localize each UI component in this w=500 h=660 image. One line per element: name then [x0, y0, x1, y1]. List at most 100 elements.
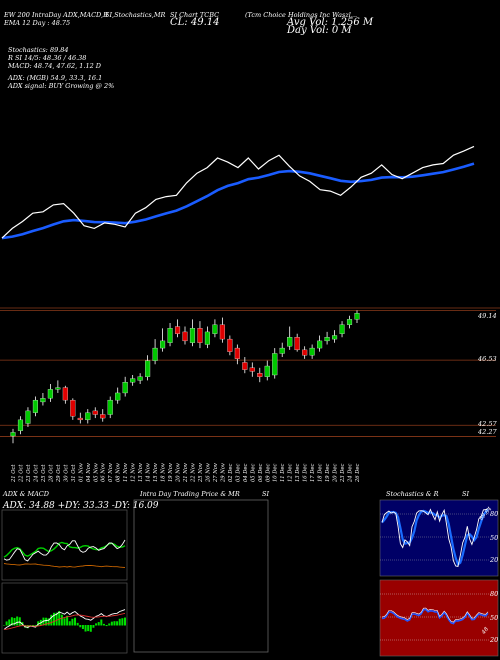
candle-body — [130, 378, 136, 383]
adx-line — [3, 539, 126, 562]
header-mid2-line1: SI Chart TCBC — [170, 11, 220, 19]
x-axis-label: 29 Oct — [56, 464, 62, 483]
macd-histogram-bar — [47, 618, 50, 626]
header-right: (Tcm Choice Holdings Inc Waszl... Avg Vo… — [245, 11, 374, 36]
stoch-k-line — [381, 508, 489, 568]
x-axis-label: 25 Nov — [198, 463, 204, 483]
header-close-price: CL: 49.14 — [170, 17, 220, 28]
rsi-line — [381, 607, 489, 623]
indicator-adx: ADX: (MGB) 54.9, 33.3, 16.1 — [8, 74, 103, 82]
x-axis-label: 31 Oct — [71, 464, 77, 482]
x-axis-label: 14 Nov — [146, 463, 152, 482]
x-axis-label: 20 Dec — [333, 464, 339, 483]
intraday-panel-title: Intra Day Trading Price & MR — [140, 490, 240, 498]
candle-body — [287, 337, 293, 347]
macd-histogram-bar — [10, 617, 13, 626]
candle-body — [346, 319, 353, 325]
ema-line — [1, 162, 475, 240]
x-axis-label: 12 Nov — [131, 463, 137, 482]
candle-body — [189, 328, 196, 343]
candle-body — [152, 347, 158, 361]
x-axis-label: 29 Nov — [220, 463, 226, 483]
intraday-panel-frame — [133, 499, 269, 653]
candle-body — [100, 414, 106, 419]
price-label-top: 49.14 — [478, 312, 497, 320]
macd-histogram-bar — [26, 625, 29, 629]
rsi-axis-20: 20 — [490, 636, 499, 644]
macd-histogram-bar — [8, 619, 11, 626]
candle-body — [309, 347, 315, 356]
macd-histogram-bar — [105, 625, 108, 627]
stoch-panel-title: Stochastics & R — [386, 490, 439, 498]
macd-histogram-bar — [76, 622, 79, 626]
macd-histogram-bar — [87, 625, 90, 632]
candle-body — [242, 362, 248, 370]
x-axis-label: 25 Oct — [41, 464, 47, 483]
candle-body — [174, 326, 181, 334]
candle-body — [197, 328, 203, 343]
rsi-smooth-line — [381, 608, 489, 625]
candle-body — [279, 347, 285, 354]
candle-body — [332, 335, 338, 340]
x-axis-label: 26 Nov — [205, 463, 211, 483]
candle-body — [212, 324, 218, 334]
ema-overlay — [1, 145, 475, 240]
macd-histogram-bar — [108, 623, 111, 626]
x-axis-label: 16 Dec — [303, 464, 309, 482]
candle-body — [354, 313, 360, 320]
sub-panels — [1, 499, 499, 657]
macd-histogram-bar — [100, 619, 103, 626]
candle-body — [167, 328, 173, 343]
candle-body — [47, 389, 53, 399]
macd-histogram-bar — [18, 617, 21, 626]
stoch-panel-frame — [379, 499, 499, 577]
macd-histogram-bar — [50, 614, 53, 626]
price-grid — [0, 307, 500, 437]
x-axis-label: 19 Nov — [168, 463, 174, 482]
x-axis-label: 23 Dec — [340, 464, 346, 483]
candle-body — [182, 331, 188, 342]
minus-di-line — [3, 563, 126, 568]
header-company: (Tcm Choice Holdings Inc Waszl... — [245, 11, 358, 19]
indicator-adx-signal: ADX signal: BUY Growing @ 2% — [8, 82, 115, 90]
x-axis-label: 05 Dec — [250, 464, 256, 482]
candle-body — [234, 347, 240, 359]
candle-body — [145, 360, 151, 377]
macd-histogram-bar — [37, 621, 40, 626]
candlestick-series — [10, 310, 360, 444]
plus-di-line — [3, 541, 126, 558]
candle-body — [294, 337, 300, 351]
x-axis-label: 08 Nov — [116, 463, 122, 482]
macd-histogram-bar — [68, 621, 71, 626]
x-axis-label: 06 Dec — [258, 464, 264, 482]
candle-body — [204, 331, 210, 345]
candle-body — [122, 382, 128, 394]
x-axis-label: 11 Dec — [280, 464, 286, 482]
header-avg-vol: Avg Vol: 1.256 M — [287, 17, 374, 28]
x-axis-label: 07 Nov — [108, 463, 114, 482]
macd-histogram-bar — [95, 623, 98, 626]
macd-histogram-bar — [31, 625, 34, 627]
close-line — [1, 145, 475, 239]
x-axis-label: 27 Nov — [213, 463, 219, 483]
x-axis-label: 18 Dec — [318, 464, 324, 482]
candle-body — [32, 399, 38, 413]
candle-body — [249, 367, 255, 372]
macd-histogram-bar — [102, 623, 105, 626]
macd-panel-frame — [1, 582, 128, 654]
x-axis-label: 12 Dec — [288, 464, 294, 482]
intraday-panel-title-right: SI — [262, 490, 270, 498]
x-axis-label: 22 Oct — [18, 464, 24, 483]
macd-histogram-bar — [121, 618, 124, 626]
indicator-rsi: R SI 14/5: 48.36 / 46.38 — [8, 54, 87, 62]
x-axis-label: 13 Nov — [138, 463, 144, 482]
macd-histogram-bar — [124, 617, 126, 626]
candle-body — [17, 419, 24, 431]
macd-histogram-bar — [116, 621, 119, 626]
candle-body — [92, 410, 98, 415]
macd-histogram-bar — [29, 625, 32, 626]
x-axis-label: 05 Nov — [93, 463, 99, 482]
header-left: EW 200 IntraDay ADX,MACD,R EMA 12 Day : … — [4, 11, 108, 27]
macd-histogram-bar — [113, 621, 116, 626]
x-axis-label: 10 Dec — [273, 464, 279, 482]
